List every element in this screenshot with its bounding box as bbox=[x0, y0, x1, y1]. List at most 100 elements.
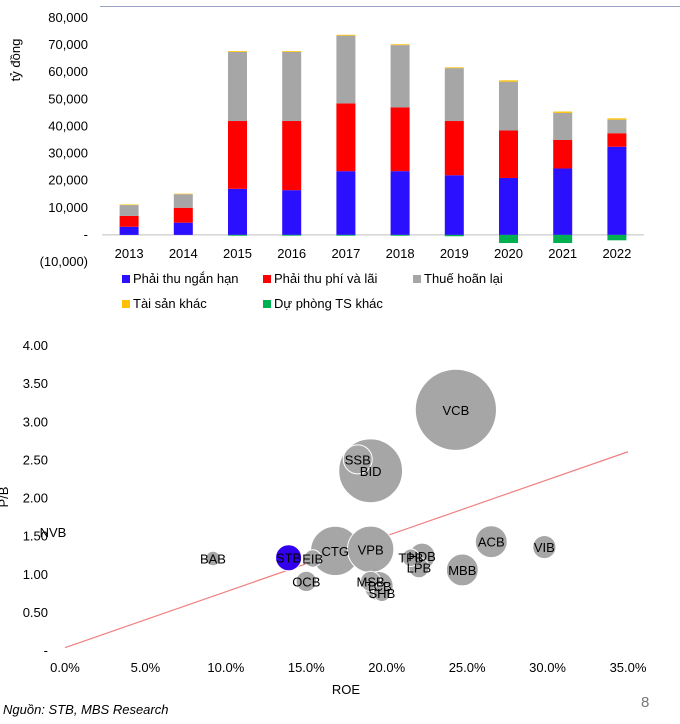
bar-segment bbox=[119, 215, 139, 227]
bubble-label-nvb: NVB bbox=[40, 525, 67, 540]
bar-segment bbox=[499, 80, 518, 82]
bubble-label-eib: EIB bbox=[302, 552, 323, 567]
bubble-label-ctg: CTG bbox=[322, 544, 349, 559]
bubble-label-hdb: HDB bbox=[408, 549, 435, 564]
top-divider bbox=[100, 6, 680, 7]
x-tick-label: 5.0% bbox=[131, 660, 161, 675]
legend-label: Tài sản khác bbox=[133, 296, 207, 311]
bar-segment bbox=[336, 34, 356, 36]
x-tick-label: 10.0% bbox=[207, 660, 244, 675]
bar-segment bbox=[607, 119, 627, 134]
page-number: 8 bbox=[641, 694, 650, 711]
bar-segment bbox=[228, 188, 247, 235]
bubble-label-vpb: VPB bbox=[358, 542, 384, 557]
y-tick-label: 30,000 bbox=[48, 146, 88, 161]
bar-segment bbox=[119, 204, 139, 206]
y-tick-label: 80,000 bbox=[48, 10, 88, 25]
y-tick-label: 0.50 bbox=[23, 605, 48, 620]
bar-segment bbox=[119, 226, 139, 235]
bubble-label-acb: ACB bbox=[478, 535, 505, 550]
bar-segment bbox=[607, 133, 627, 147]
bubble-label-ocb: OCB bbox=[292, 574, 320, 589]
legend-swatch bbox=[263, 275, 271, 283]
x-tick-label: 25.0% bbox=[449, 660, 486, 675]
bar-segment bbox=[282, 51, 302, 122]
bubble-vib bbox=[532, 534, 557, 560]
y-axis-label: P/B bbox=[0, 487, 11, 508]
trend-line bbox=[64, 451, 629, 649]
y-tick-label: 4.00 bbox=[23, 338, 48, 353]
x-tick-label: 2019 bbox=[440, 246, 469, 261]
bubble-msb bbox=[359, 570, 382, 593]
bar-segment bbox=[607, 146, 627, 235]
bar-segment bbox=[553, 140, 573, 169]
y-tick-label: 40,000 bbox=[48, 118, 88, 133]
legend-label: Dự phòng TS khác bbox=[274, 296, 383, 311]
x-tick-label: 0.0% bbox=[50, 660, 80, 675]
y-tick-label: 50,000 bbox=[48, 91, 88, 106]
bar-segment bbox=[553, 168, 573, 235]
x-tick-label: 30.0% bbox=[529, 660, 566, 675]
bar-segment bbox=[444, 175, 464, 235]
source-note: Nguồn: STB, MBS Research bbox=[3, 702, 169, 717]
bar-segment bbox=[282, 121, 302, 191]
bubble-label-bid: BID bbox=[360, 464, 382, 479]
bar-segment bbox=[553, 112, 573, 140]
stacked-bar-chart: tỷ đồng (10,000) - 10,000 20,000 30,000 40,000… bbox=[8, 10, 644, 311]
legend-swatch bbox=[122, 300, 130, 308]
bubble-vcb bbox=[414, 368, 497, 451]
bubble-bab bbox=[205, 550, 221, 567]
bar-segment bbox=[499, 81, 518, 131]
legend-label: Phải thu ngắn hạn bbox=[133, 271, 239, 286]
x-tick-label: 2013 bbox=[115, 246, 144, 261]
bubble-bid bbox=[338, 438, 404, 504]
x-tick-label: 2014 bbox=[169, 246, 198, 261]
legend-swatch bbox=[413, 275, 421, 283]
x-axis-label: ROE bbox=[332, 682, 361, 697]
y-tick-label: (10,000) bbox=[40, 254, 88, 269]
y-tick-label: - bbox=[44, 643, 48, 658]
x-tick-label: 15.0% bbox=[288, 660, 325, 675]
bar-segment bbox=[228, 121, 247, 189]
bar-segment bbox=[553, 234, 573, 244]
bar-segment bbox=[119, 205, 139, 216]
bubble-vpb bbox=[346, 525, 395, 574]
x-tick-label: 2016 bbox=[277, 246, 306, 261]
bar-segment bbox=[390, 45, 410, 108]
bar-segment bbox=[607, 234, 627, 241]
legend-label: Thuế hoãn lại bbox=[424, 271, 503, 286]
bubble-label-shb: SHB bbox=[369, 586, 396, 601]
y-tick-label: 2.50 bbox=[23, 452, 48, 467]
bar-segment bbox=[553, 111, 573, 113]
bubble-ctg bbox=[310, 525, 361, 577]
bubble-hdb bbox=[408, 542, 436, 570]
bubble-label-mbb: MBB bbox=[448, 563, 476, 578]
bubble-acb bbox=[474, 525, 508, 559]
legend-swatch bbox=[263, 300, 271, 308]
bar-segment bbox=[228, 51, 247, 52]
bubble-stb bbox=[275, 544, 303, 572]
bubble-lpb bbox=[408, 557, 430, 579]
bubble-label-lpb: LPB bbox=[407, 561, 432, 576]
bar-segment bbox=[282, 51, 302, 52]
bubble-tpb bbox=[401, 548, 421, 567]
bubble-label-vcb: VCB bbox=[443, 403, 470, 418]
x-tick-label: 2022 bbox=[602, 246, 631, 261]
x-tick-label: 2015 bbox=[223, 246, 252, 261]
y-tick-label: 3.00 bbox=[23, 414, 48, 429]
bar-segment bbox=[173, 194, 193, 208]
legend-swatch bbox=[122, 275, 130, 283]
x-tick-label: 2021 bbox=[548, 246, 577, 261]
bar-segment bbox=[444, 121, 464, 176]
bubble-label-tcb: TCB bbox=[366, 579, 392, 594]
y-tick-label: 70,000 bbox=[48, 37, 88, 52]
bubble-mbb bbox=[445, 553, 479, 587]
bubble-label-bab: BAB bbox=[200, 552, 226, 567]
x-tick-label: 20.0% bbox=[368, 660, 405, 675]
x-tick-label: 2020 bbox=[494, 246, 523, 261]
y-tick-label: 2.00 bbox=[23, 491, 48, 506]
bubble-eib bbox=[303, 549, 322, 568]
y-tick-label: - bbox=[84, 227, 88, 242]
bar-segment bbox=[390, 107, 410, 172]
bar-segment bbox=[444, 234, 464, 237]
